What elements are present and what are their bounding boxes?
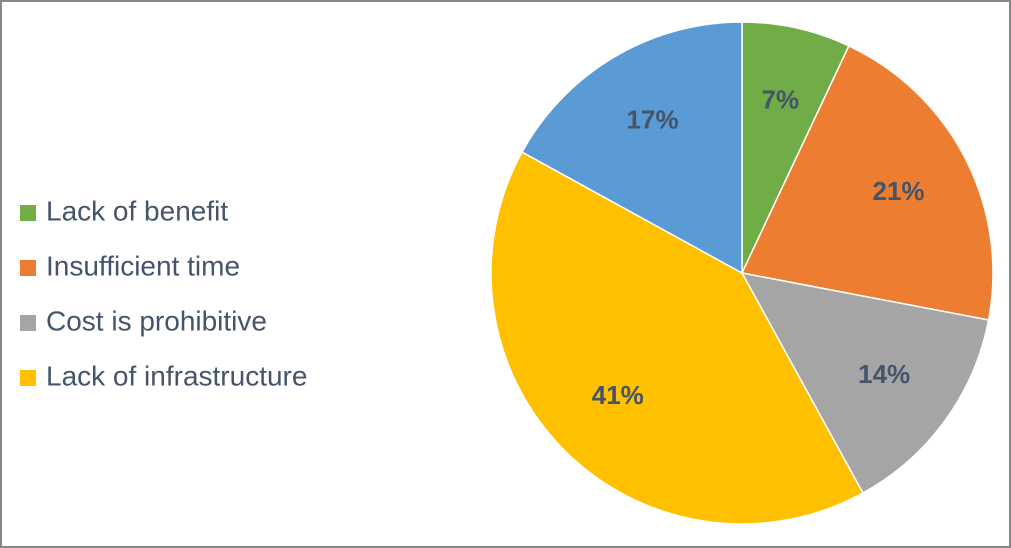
pie-slice [490, 151, 864, 525]
legend-swatch [20, 260, 36, 276]
data-label: 17% [627, 105, 679, 135]
data-label: 41% [592, 380, 644, 410]
legend-swatch [20, 315, 36, 331]
pie-slice [741, 21, 850, 274]
pie-slice [740, 271, 990, 494]
legend-label: Lack of benefit [46, 195, 228, 226]
legend-swatch [20, 370, 36, 386]
pie-slice [521, 21, 743, 275]
legend-label: Insufficient time [46, 250, 240, 281]
pie-slice [740, 44, 994, 321]
legend-label: Cost is prohibitive [46, 305, 267, 336]
legend-swatch [20, 205, 36, 221]
legend-label: Lack of infrastructure [46, 360, 307, 391]
data-label: 14% [858, 359, 910, 389]
data-label: 21% [873, 176, 925, 206]
data-label: 7% [762, 84, 800, 114]
